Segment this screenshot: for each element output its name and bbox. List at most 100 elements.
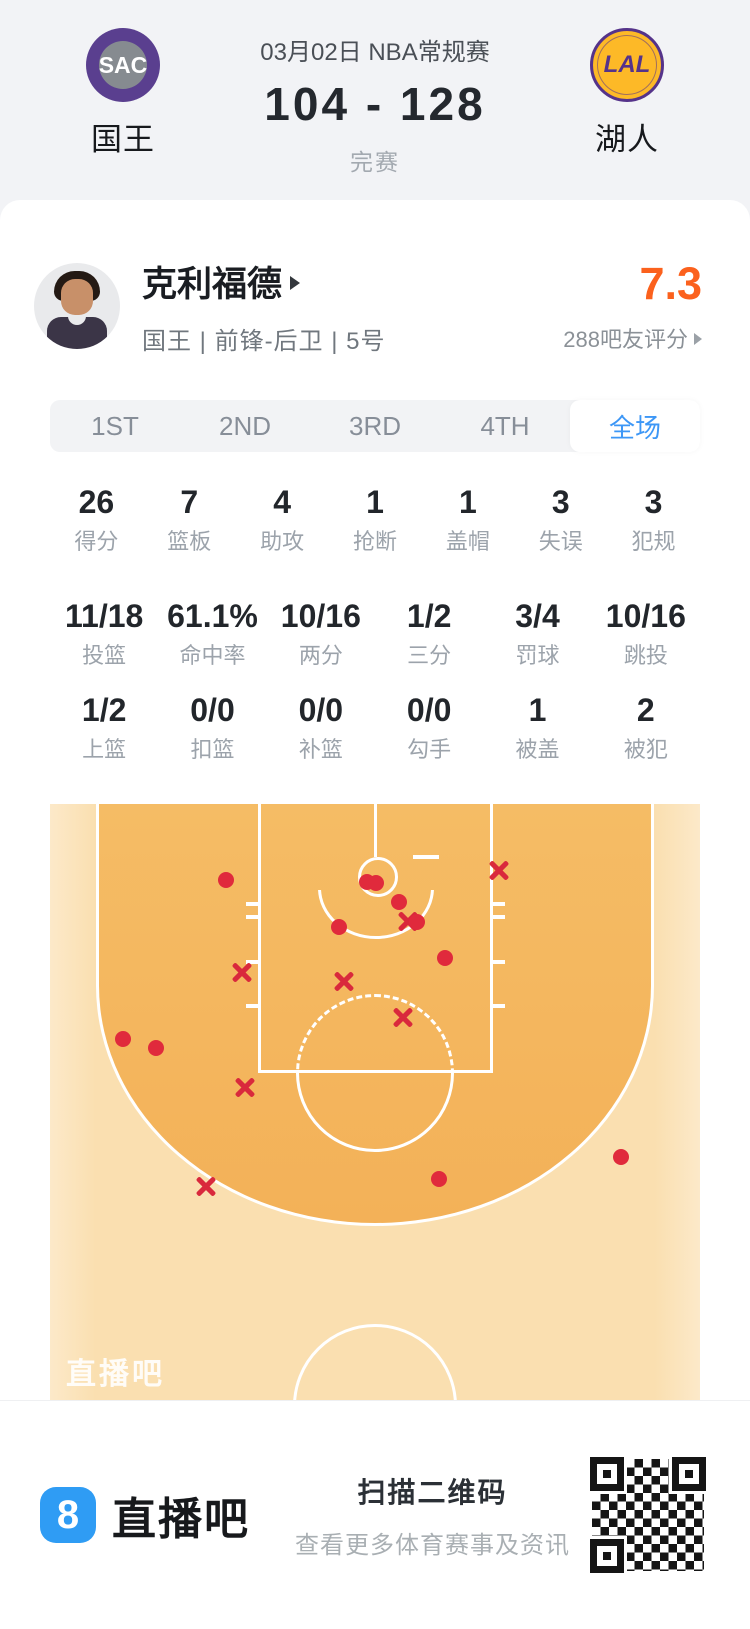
lane-tick xyxy=(246,960,258,964)
lane-tick xyxy=(493,1004,505,1008)
stat-label: 助攻 xyxy=(260,529,305,554)
stat-value: 7 xyxy=(180,484,199,520)
away-team-name: 湖人 xyxy=(595,122,659,157)
stat-label: 命中率 xyxy=(179,643,246,668)
paint-lane xyxy=(258,804,493,1073)
stat-label: 扣篮 xyxy=(190,737,235,762)
lane-tick xyxy=(246,915,258,919)
stats-row-detail: 1/2 上篮 0/0 扣篮 0/0 补篮 0/0 勾手 1 被盖 2 被犯 xyxy=(50,690,700,764)
stat-value: 0/0 xyxy=(298,692,344,728)
made-shot-marker xyxy=(331,919,347,935)
stat-value: 61.1% xyxy=(167,598,258,634)
player-stats-card: 克利福德 国王 | 前锋-后卫 | 5号 7.3 288吧友评分 1ST 2ND 3… xyxy=(0,200,750,1401)
stat-label: 被盖 xyxy=(515,737,560,762)
arrow-right-icon xyxy=(694,332,702,345)
shot-chart-court: 直播吧 xyxy=(50,804,700,1401)
court-watermark: 直播吧 xyxy=(66,1358,165,1391)
made-shot-marker xyxy=(218,872,234,888)
lane-tick xyxy=(246,1004,258,1008)
stat-value: 1/2 xyxy=(81,692,127,728)
home-team: SAC 国王 xyxy=(68,28,178,159)
missed-shot-marker xyxy=(233,1075,257,1099)
stat-label: 勾手 xyxy=(407,737,452,762)
stat-value: 1 xyxy=(366,484,384,520)
made-shot-marker xyxy=(148,1040,164,1056)
made-shot-marker xyxy=(431,1171,447,1187)
tab-2ND[interactable]: 2ND xyxy=(218,410,271,441)
missed-shot-marker xyxy=(230,960,254,984)
lane-tick xyxy=(493,960,505,964)
tab-4TH[interactable]: 4TH xyxy=(480,410,530,441)
away-team: LAL 湖人 xyxy=(572,28,682,159)
stat-cell-被盖: 1 被盖 xyxy=(483,690,591,764)
backboard-line xyxy=(413,855,439,859)
stat-cell-命中率: 61.1% 命中率 xyxy=(158,596,266,670)
stat-value: 10/16 xyxy=(280,598,361,634)
qr-finder-top-right xyxy=(672,1457,706,1491)
stat-label: 跳投 xyxy=(623,643,668,668)
qr-finder-bottom-left xyxy=(590,1539,624,1573)
player-row: 克利福德 国王 | 前锋-后卫 | 5号 7.3 288吧友评分 xyxy=(0,200,750,356)
match-date: 03月02日 NBA常规赛 xyxy=(260,39,490,66)
stat-value: 4 xyxy=(273,484,292,520)
stat-label: 抢断 xyxy=(352,529,397,554)
made-shot-marker xyxy=(391,894,407,910)
tab-1ST[interactable]: 1ST xyxy=(91,410,139,441)
lane-tick xyxy=(493,915,505,919)
match-header: SAC 国王 03月02日 NBA常规赛 104 - 128 完赛 LAL 湖人 xyxy=(0,0,750,200)
away-team-abbr: LAL xyxy=(603,51,651,78)
player-name: 克利福德 xyxy=(142,265,283,304)
player-name-link[interactable]: 克利福德 xyxy=(142,256,563,307)
lane-tick xyxy=(493,902,505,906)
qr-finder-top-left xyxy=(590,1457,624,1491)
brand-name: 直播吧 xyxy=(112,1495,250,1544)
stat-value: 10/16 xyxy=(605,598,686,634)
stat-cell-跳投: 10/16 跳投 xyxy=(592,596,700,670)
stat-label: 篮板 xyxy=(167,529,212,554)
stat-cell-补篮: 0/0 补篮 xyxy=(267,690,375,764)
missed-shot-marker xyxy=(194,1174,218,1198)
lane-tick xyxy=(246,902,258,906)
player-avatar[interactable] xyxy=(34,263,120,349)
away-team-logo: LAL xyxy=(590,28,664,102)
stat-value: 2 xyxy=(636,692,655,728)
stat-cell-失误: 3 失误 xyxy=(514,482,607,556)
stat-label: 得分 xyxy=(74,529,119,554)
scan-title: 扫描二维码 xyxy=(357,1476,508,1508)
stat-cell-两分: 10/16 两分 xyxy=(267,596,375,670)
made-shot-marker xyxy=(613,1149,629,1165)
stat-cell-扣篮: 0/0 扣篮 xyxy=(158,690,266,764)
avatar-face xyxy=(61,279,93,315)
rating-votes-label: 288吧友评分 xyxy=(563,327,688,352)
stat-cell-篮板: 7 篮板 xyxy=(143,482,236,556)
sac-logo-inner-circle xyxy=(99,41,147,89)
zhibo8-logo-icon: 8 xyxy=(40,1487,96,1543)
stat-cell-犯规: 3 犯规 xyxy=(607,482,700,556)
missed-shot-marker xyxy=(332,969,356,993)
stat-label: 被犯 xyxy=(623,737,668,762)
stat-value: 1/2 xyxy=(406,598,452,634)
stat-label: 上篮 xyxy=(82,737,127,762)
stat-label: 投篮 xyxy=(82,643,127,668)
stat-cell-勾手: 0/0 勾手 xyxy=(375,690,483,764)
stat-label: 补篮 xyxy=(298,737,343,762)
home-team-name: 国王 xyxy=(91,122,155,157)
app-footer: 8 直播吧 扫描二维码 查看更多体育赛事及资讯 xyxy=(0,1400,750,1629)
tab-全场[interactable]: 全场 xyxy=(570,400,700,452)
made-shot-marker xyxy=(409,914,425,930)
stat-value: 1 xyxy=(458,484,477,520)
brand-block: 8 直播吧 xyxy=(40,1483,250,1547)
stat-value: 11/18 xyxy=(65,598,144,634)
rating-votes-link[interactable]: 288吧友评分 xyxy=(563,322,702,354)
stat-cell-投篮: 11/18 投篮 xyxy=(50,596,158,670)
match-status: 完赛 xyxy=(350,149,400,175)
stat-cell-上篮: 1/2 上篮 xyxy=(50,690,158,764)
tab-3RD[interactable]: 3RD xyxy=(348,410,401,441)
stat-value: 0/0 xyxy=(190,692,235,728)
stat-cell-得分: 26 得分 xyxy=(50,482,143,556)
stat-value: 3 xyxy=(644,484,663,520)
avatar-collar xyxy=(68,315,86,325)
stat-cell-罚球: 3/4 罚球 xyxy=(483,596,591,670)
stat-value: 3 xyxy=(551,484,570,520)
scan-text-block: 扫描二维码 查看更多体育赛事及资讯 xyxy=(295,1471,570,1560)
